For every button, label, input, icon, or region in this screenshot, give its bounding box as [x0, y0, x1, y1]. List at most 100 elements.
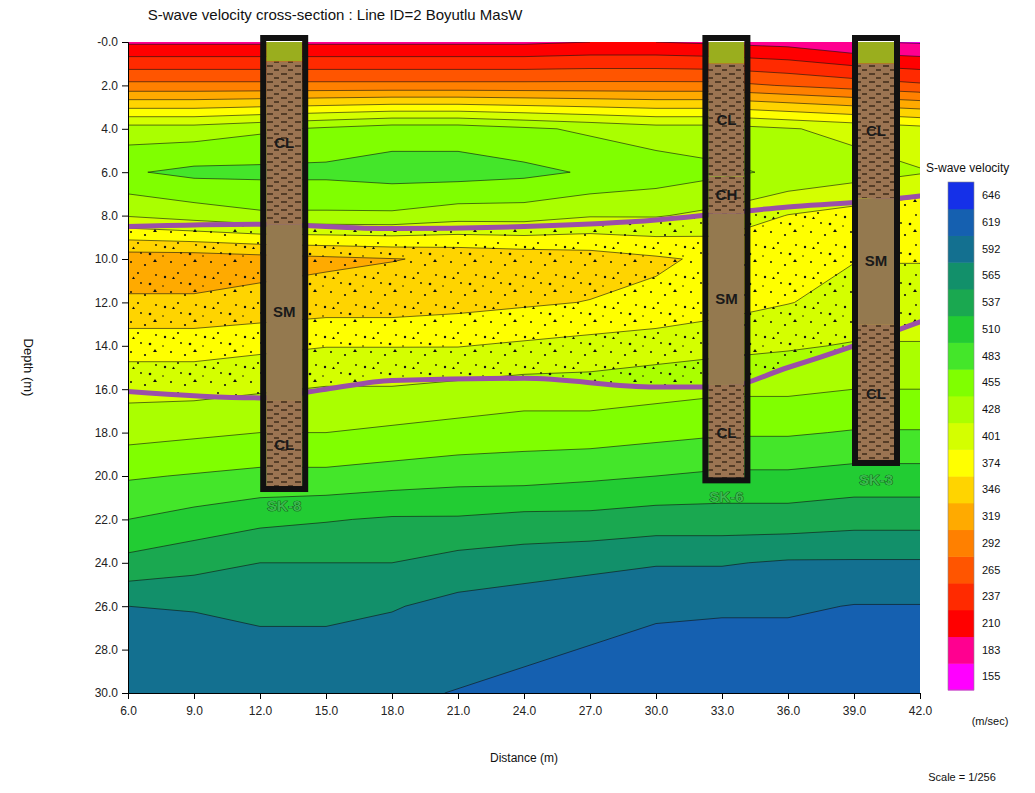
- borehole-frame: [263, 38, 305, 489]
- colorbar-swatch: [948, 637, 974, 664]
- borehole-name: SK-8: [267, 497, 301, 514]
- x-tick: 42.0: [909, 693, 933, 718]
- y-tick: 28.0: [95, 643, 128, 657]
- velocity-band: [128, 111, 920, 693]
- velocity-band: [128, 118, 920, 693]
- borehole-layer: [708, 42, 744, 64]
- y-tick: 20.0: [95, 469, 128, 483]
- colorbar-swatch: [948, 503, 974, 530]
- colorbar-swatch: [948, 530, 974, 557]
- borehole-name: SK-3: [859, 471, 893, 488]
- velocity-band: [128, 69, 920, 693]
- y-tick: 18.0: [95, 426, 128, 440]
- velocity-band: [128, 55, 920, 693]
- colorbar-swatch: [948, 209, 974, 236]
- y-tick: 2.0: [101, 79, 128, 93]
- borehole-layer: [266, 62, 302, 225]
- y-tick-label: 14.0: [95, 339, 119, 353]
- x-tick: 36.0: [777, 693, 801, 718]
- y-tick-mark: [122, 42, 128, 43]
- soil-label: CL: [274, 436, 294, 453]
- colorbar-swatch: [948, 423, 974, 450]
- y-tick-mark: [122, 693, 128, 694]
- y-tick-mark: [122, 216, 128, 217]
- borehole-name: SK-6: [709, 488, 743, 505]
- y-tick-mark: [122, 389, 128, 390]
- colorbar-label: 510: [982, 323, 1000, 335]
- velocity-band: [445, 604, 920, 693]
- colorbar-label: 374: [982, 457, 1000, 469]
- borehole-layer: [266, 400, 302, 489]
- soil-label: CL: [866, 122, 886, 139]
- borehole-layer: [708, 213, 744, 384]
- colorbar-label: 592: [982, 243, 1000, 255]
- colorbar-swatch: [948, 289, 974, 316]
- y-tick: 22.0: [95, 513, 128, 527]
- y-tick-mark: [122, 563, 128, 564]
- y-tick-mark: [122, 172, 128, 173]
- y-tick-label: 12.0: [95, 296, 119, 310]
- velocity-band: [128, 90, 920, 693]
- x-tick-label: 36.0: [777, 704, 801, 718]
- y-tick-mark: [122, 129, 128, 130]
- x-tick: 15.0: [315, 693, 339, 718]
- velocity-band: [128, 151, 920, 693]
- x-tick: 21.0: [447, 693, 471, 718]
- y-tick-label: -0.0: [97, 35, 118, 49]
- colorbar-swatch: [948, 583, 974, 610]
- colorbar-label: 619: [982, 216, 1000, 228]
- colorbar-label: 401: [982, 430, 1000, 442]
- soil-label: CH: [716, 186, 738, 203]
- chart-svg: 6.09.012.015.018.021.024.027.030.033.036…: [0, 0, 1035, 793]
- borehole: CLSMCLSK-3: [855, 38, 897, 488]
- layer-interface: [128, 196, 920, 229]
- velocity-band: [128, 464, 920, 693]
- x-tick-mark: [392, 693, 393, 699]
- y-tick-label: 18.0: [95, 426, 119, 440]
- colorbar-swatch: [948, 235, 974, 262]
- borehole: CLSMCLSK-8: [263, 38, 305, 514]
- colorbar-label: 210: [982, 617, 1000, 629]
- y-tick-label: 2.0: [101, 79, 118, 93]
- y-tick-mark: [122, 433, 128, 434]
- velocity-band: [128, 530, 920, 693]
- velocity-band: [128, 42, 920, 693]
- velocity-band: [128, 560, 920, 693]
- colorbar-swatch: [948, 316, 974, 343]
- y-tick-label: 4.0: [101, 122, 118, 136]
- y-tick: 4.0: [101, 122, 128, 136]
- y-tick-label: 28.0: [95, 643, 119, 657]
- x-tick-mark: [656, 693, 657, 699]
- velocity-band: [128, 42, 920, 693]
- y-tick: 30.0: [95, 686, 128, 700]
- colorbar-swatch: [948, 556, 974, 583]
- y-tick-label: 8.0: [101, 209, 118, 223]
- x-tick-label: 30.0: [645, 704, 669, 718]
- borehole-layer: [266, 224, 302, 400]
- x-tick-label: 39.0: [843, 704, 867, 718]
- x-tick-label: 18.0: [381, 704, 405, 718]
- colorbar-frame: [948, 182, 974, 690]
- colorbar-swatch: [948, 449, 974, 476]
- y-tick: 26.0: [95, 600, 128, 614]
- soil-label: CL: [274, 134, 294, 151]
- borehole-layer: [858, 42, 894, 64]
- borehole-layer: [708, 64, 744, 177]
- x-tick-label: 21.0: [447, 704, 471, 718]
- plot-area: [128, 42, 920, 693]
- sand-texture: [128, 196, 920, 398]
- x-tick: 39.0: [843, 693, 867, 718]
- soil-label: SM: [865, 252, 888, 269]
- soil-label: CL: [716, 424, 736, 441]
- boreholes: CLSMCLSK-8CLCHSMCLSK-6CLSMCLSK-3: [263, 38, 897, 514]
- y-tick: 16.0: [95, 383, 128, 397]
- x-tick: 24.0: [513, 693, 537, 718]
- colorbar-swatch: [948, 610, 974, 637]
- y-tick-label: 24.0: [95, 556, 119, 570]
- y-axis-title: Depth (m): [21, 339, 36, 397]
- borehole-layer: [858, 198, 894, 324]
- x-tick-mark: [920, 693, 921, 699]
- colorbar-swatch: [948, 396, 974, 423]
- y-tick-mark: [122, 519, 128, 520]
- velocity-band: [128, 125, 920, 693]
